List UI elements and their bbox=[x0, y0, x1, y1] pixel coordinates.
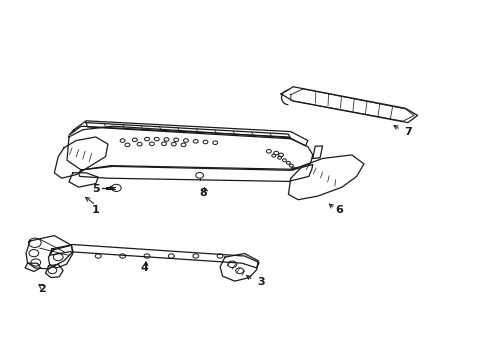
Text: 8: 8 bbox=[199, 188, 206, 198]
Text: 7: 7 bbox=[403, 127, 411, 136]
Polygon shape bbox=[54, 137, 108, 178]
Text: 4: 4 bbox=[141, 263, 148, 273]
Polygon shape bbox=[288, 155, 363, 200]
Polygon shape bbox=[49, 244, 259, 268]
Polygon shape bbox=[67, 126, 312, 170]
Text: 5: 5 bbox=[92, 184, 100, 194]
Polygon shape bbox=[79, 165, 312, 181]
Text: 3: 3 bbox=[257, 277, 265, 287]
Polygon shape bbox=[25, 263, 41, 271]
Polygon shape bbox=[312, 146, 322, 158]
Polygon shape bbox=[69, 121, 307, 146]
Polygon shape bbox=[281, 87, 417, 123]
Text: 2: 2 bbox=[38, 284, 46, 294]
Polygon shape bbox=[26, 235, 73, 269]
Polygon shape bbox=[48, 245, 73, 268]
Polygon shape bbox=[220, 253, 258, 281]
Polygon shape bbox=[69, 173, 98, 187]
Text: 6: 6 bbox=[335, 206, 343, 216]
Polygon shape bbox=[45, 264, 63, 278]
Text: 1: 1 bbox=[92, 206, 100, 216]
Polygon shape bbox=[86, 123, 290, 139]
